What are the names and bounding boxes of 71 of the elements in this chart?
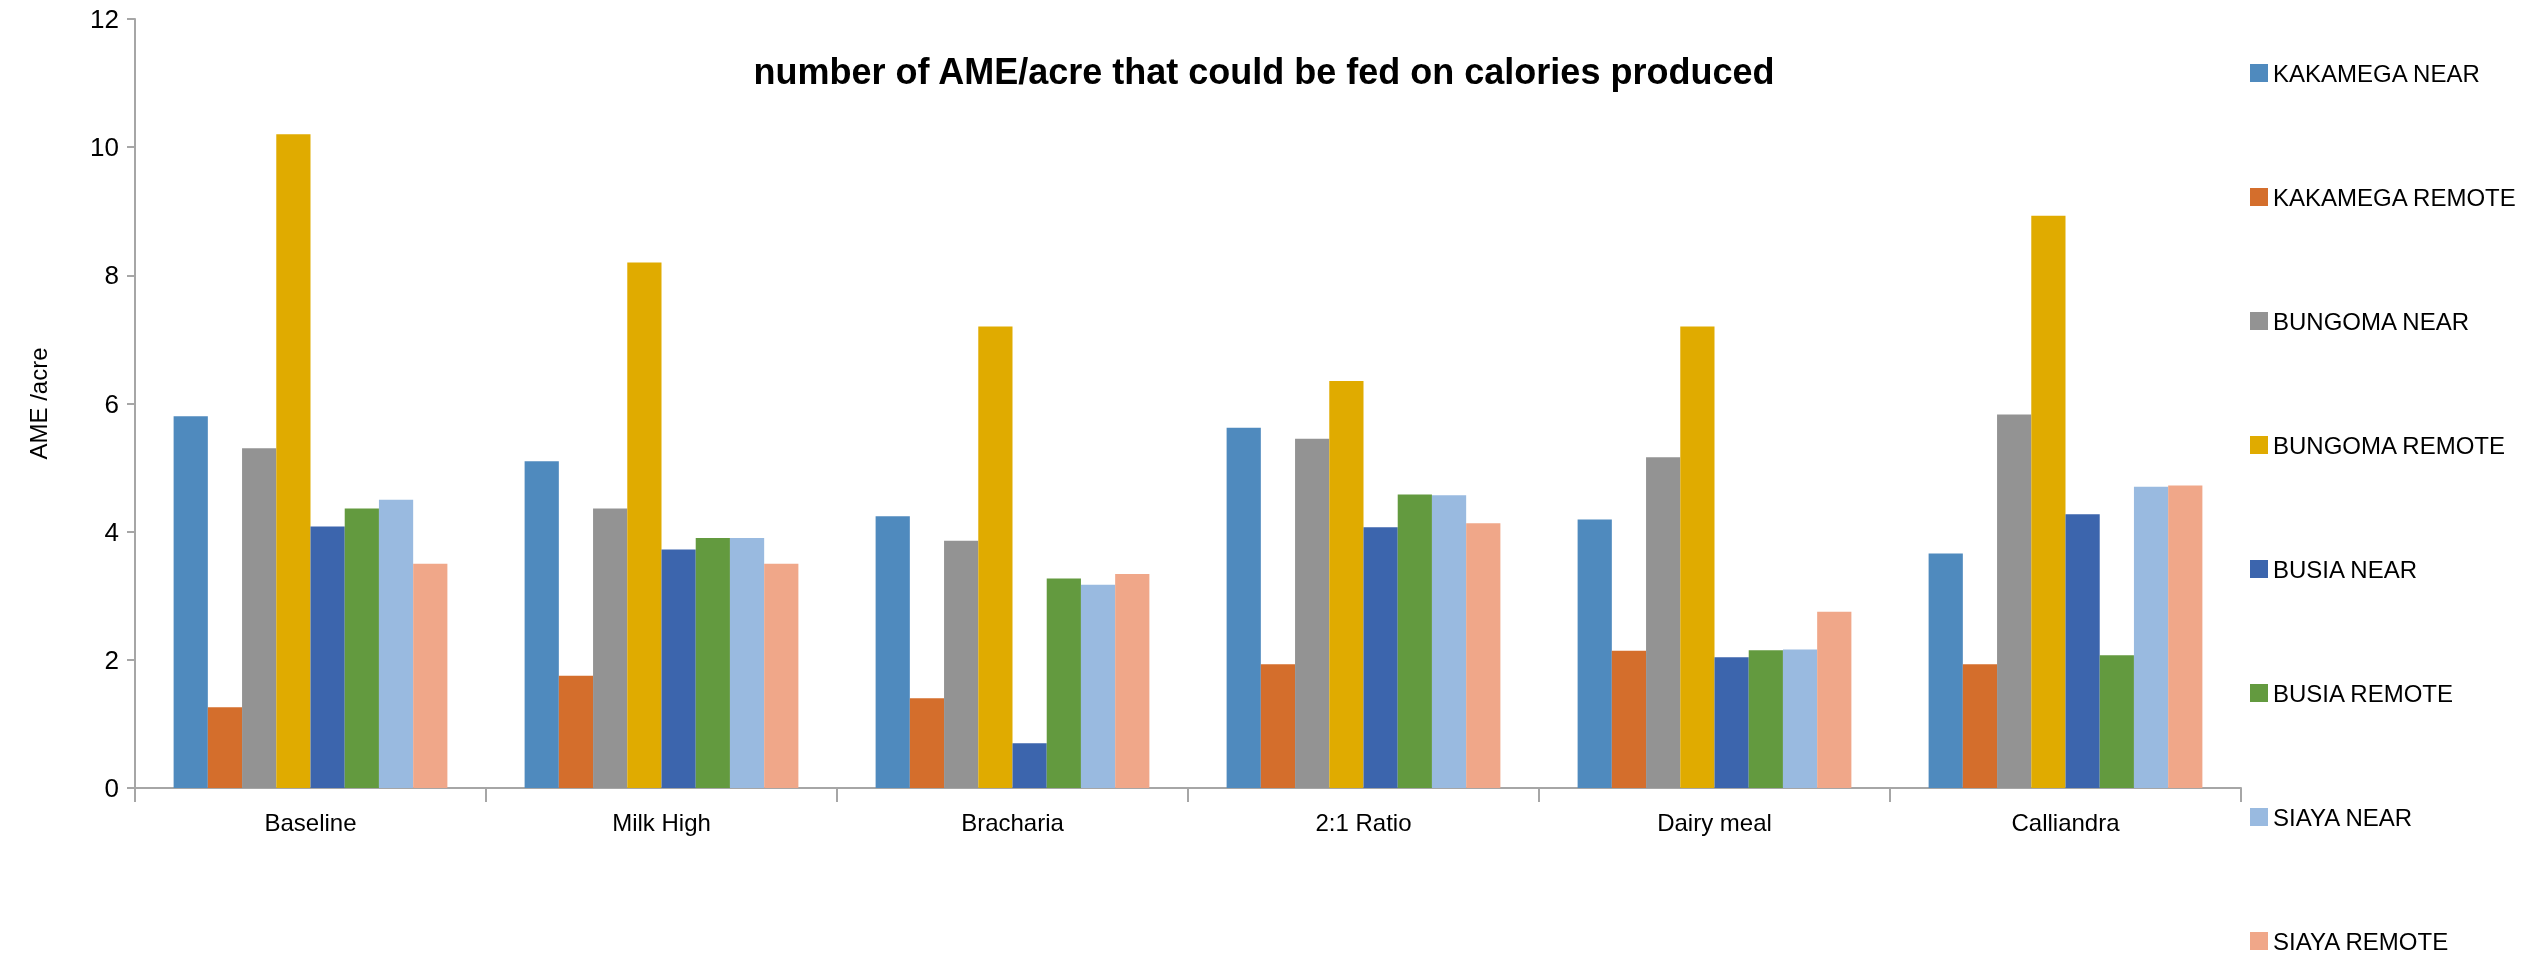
y-tick-label: 4	[104, 516, 119, 547]
bar	[2099, 655, 2134, 788]
bar	[2065, 514, 2100, 788]
x-tick-label: Milk High	[612, 808, 711, 836]
bar	[378, 499, 414, 788]
bar	[1928, 553, 1963, 788]
bar	[661, 549, 696, 788]
bar	[1080, 584, 1116, 788]
bar	[242, 448, 277, 788]
bar	[344, 508, 379, 788]
bar	[1115, 573, 1150, 788]
bar	[524, 461, 559, 788]
bar	[1748, 650, 1783, 788]
bar	[2133, 486, 2169, 788]
bar	[695, 538, 730, 788]
bar	[764, 563, 799, 788]
bar	[173, 416, 208, 788]
legend-label: BUNGOMA NEAR	[2273, 307, 2470, 335]
legend-label: KAKAMEGA NEAR	[2273, 59, 2480, 87]
x-tick-label: Bracharia	[961, 808, 1065, 836]
y-tick-label: 0	[104, 773, 119, 803]
bar	[875, 516, 910, 788]
bar	[1646, 457, 1681, 788]
bar	[1431, 495, 1467, 788]
legend-label: BUSIA NEAR	[2273, 555, 2418, 583]
bar	[978, 326, 1013, 788]
bar	[1577, 519, 1612, 788]
x-tick-label: Calliandra	[2011, 808, 2121, 836]
bar	[413, 563, 448, 788]
y-tick-label: 6	[104, 388, 119, 419]
bar	[1714, 657, 1749, 788]
y-tick-label: 10	[90, 132, 119, 163]
bar	[1363, 527, 1398, 788]
bar	[729, 538, 765, 788]
bar	[1260, 664, 1296, 788]
bar	[1295, 438, 1330, 788]
x-tick-label: Dairy meal	[1657, 808, 1772, 836]
bar	[1680, 326, 1715, 788]
bar	[1466, 523, 1501, 788]
legend-label: BUSIA REMOTE	[2273, 679, 2454, 707]
legend-label: SIAYA REMOTE	[2273, 927, 2449, 955]
legend-label: SIAYA NEAR	[2273, 803, 2413, 831]
bar	[1782, 649, 1818, 788]
y-tick-label: 12	[90, 4, 119, 34]
y-tick-label: 8	[104, 260, 119, 291]
bar	[1817, 611, 1852, 788]
bar	[310, 526, 345, 788]
bar	[1397, 494, 1432, 788]
bar	[944, 540, 979, 788]
bar	[1046, 578, 1081, 788]
bar	[1329, 381, 1364, 788]
bar	[558, 675, 594, 788]
bar	[1226, 427, 1261, 788]
bar	[593, 508, 628, 788]
y-tick-label: 2	[104, 644, 119, 675]
legend-label: KAKAMEGA REMOTE	[2273, 183, 2516, 211]
bar	[1997, 414, 2032, 788]
x-tick-label: 2:1 Ratio	[1315, 808, 1412, 836]
bar	[1611, 650, 1647, 788]
y-axis-title: AME /acre	[24, 347, 52, 460]
bar	[1962, 664, 1998, 788]
bar	[2168, 485, 2203, 788]
legend-label: BUNGOMA REMOTE	[2273, 431, 2506, 459]
bar	[2031, 215, 2066, 788]
bar	[627, 262, 662, 788]
x-tick-label: Baseline	[264, 808, 357, 836]
text: number of AME/acre that could be fed on calories produced	[753, 50, 1775, 92]
bar	[909, 698, 945, 788]
bar	[276, 134, 311, 788]
bar	[207, 707, 243, 788]
bar	[1012, 743, 1047, 788]
